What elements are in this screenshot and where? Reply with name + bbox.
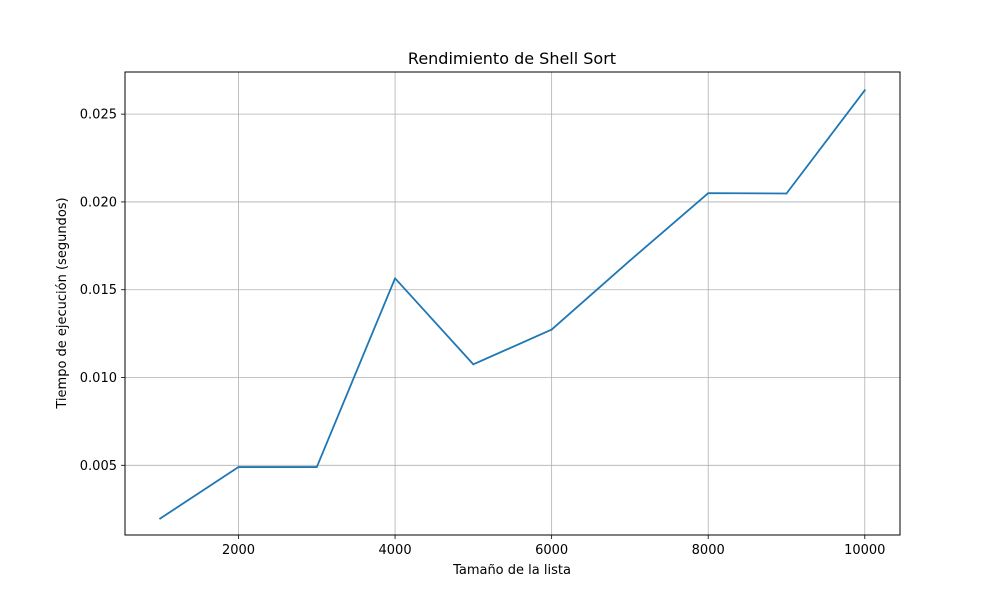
x-tick-label: 10000	[844, 543, 885, 558]
data-point	[707, 192, 710, 195]
y-tick-label: 0.020	[80, 195, 117, 210]
chart-title: Rendimiento de Shell Sort	[408, 49, 616, 68]
data-point	[159, 517, 162, 520]
data-point	[863, 89, 866, 92]
x-tick-label: 6000	[535, 543, 568, 558]
y-tick-label: 0.025	[80, 108, 117, 123]
x-tick-label: 4000	[379, 543, 412, 558]
x-axis-label: Tamaño de la lista	[452, 563, 571, 578]
data-point	[472, 363, 475, 366]
data-point	[785, 192, 788, 195]
y-tick-label: 0.015	[80, 283, 117, 298]
plot-frame	[124, 71, 901, 536]
x-tick-label: 8000	[692, 543, 725, 558]
x-axis-ticks: 2000 4000 6000 8000 10000	[222, 535, 885, 558]
series-line	[158, 88, 867, 520]
y-axis-label: Tiempo de ejecución (segundos)	[55, 197, 70, 409]
series-layer	[158, 88, 867, 520]
grid	[125, 72, 900, 535]
data-point	[315, 466, 318, 468]
y-tick-label: 0.010	[80, 371, 117, 386]
y-tick-label: 0.005	[80, 459, 117, 474]
data-point	[394, 277, 396, 280]
x-tick-label: 2000	[222, 543, 255, 558]
y-axis-ticks: 0.005 0.010 0.015 0.020 0.025	[80, 108, 125, 474]
data-point	[550, 328, 553, 331]
data-point	[629, 259, 631, 262]
data-point	[237, 466, 240, 468]
